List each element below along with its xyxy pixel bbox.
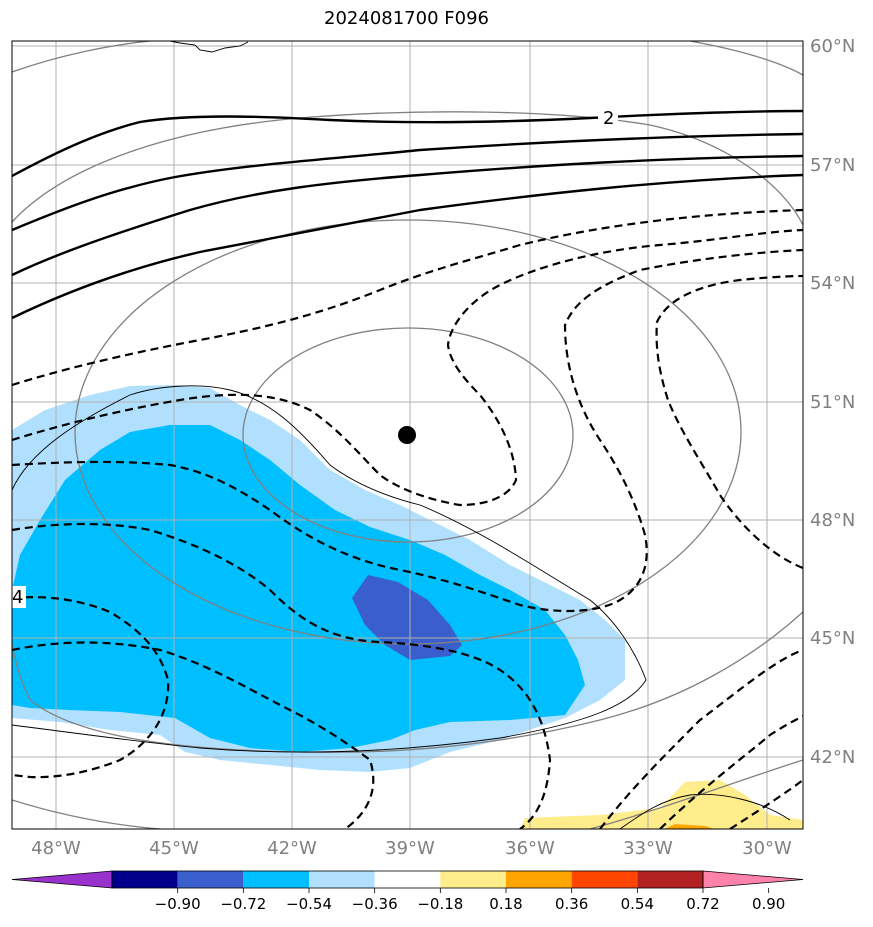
colorbar-tick-label: 0.36 <box>555 895 588 913</box>
colorbar-segment <box>506 871 572 888</box>
colorbar-tick-label: −0.18 <box>417 895 463 913</box>
colorbar-segment <box>440 871 506 888</box>
colorbar-segment <box>177 871 244 888</box>
contour-label-4: 4 <box>12 587 23 608</box>
lon-label: 39°W <box>385 838 435 859</box>
map-area: 2 4 <box>12 41 803 829</box>
colorbar-segment <box>309 871 375 888</box>
colorbar-tick-label: 0.54 <box>621 895 654 913</box>
longitude-labels: 48°W 45°W 42°W 39°W 36°W 33°W 30°W <box>31 838 792 859</box>
map-frame <box>11 40 804 830</box>
lat-label: 60°N <box>810 36 855 57</box>
lon-label: 33°W <box>623 838 673 859</box>
colorbar-tick-label: −0.54 <box>286 895 332 913</box>
shading-yellow <box>520 780 803 829</box>
shading-orange <box>665 824 715 829</box>
lat-label: 51°N <box>810 392 855 413</box>
lon-label: 30°W <box>742 838 792 859</box>
lat-label: 42°N <box>810 747 855 768</box>
colorbar-segment <box>571 871 638 888</box>
latitude-labels: 60°N 57°N 54°N 51°N 48°N 45°N 42°N <box>810 36 855 768</box>
low-center-dot <box>398 426 416 444</box>
lon-label: 42°W <box>267 838 317 859</box>
shading-medium-blue <box>352 575 462 660</box>
colorbar-tick-label: −0.36 <box>352 895 398 913</box>
colorbar-segment <box>374 871 441 888</box>
lat-label: 45°N <box>810 628 855 649</box>
colorbar-segment <box>112 871 178 888</box>
lat-label: 48°N <box>810 510 855 531</box>
lat-label: 54°N <box>810 273 855 294</box>
graticule <box>12 41 803 829</box>
colorbar-extend-high <box>702 870 804 889</box>
colorbar-tick-label: 0.90 <box>752 895 785 913</box>
island-outline <box>169 41 249 53</box>
colorbar-segment <box>637 871 703 888</box>
colorbar-tick-label: 0.18 <box>489 895 522 913</box>
colorbar-outline <box>111 870 704 889</box>
colorbar-tick-label: −0.72 <box>220 895 266 913</box>
lon-label: 48°W <box>31 838 81 859</box>
solid-contours <box>12 109 803 320</box>
shading-blue <box>12 425 585 752</box>
contour-label-2: 2 <box>603 108 614 129</box>
dashed-contours <box>12 208 803 829</box>
map-title: 2024081700 F096 <box>324 8 489 29</box>
lon-label: 45°W <box>149 838 199 859</box>
lon-label: 36°W <box>505 838 555 859</box>
colorbar-tick-label: 0.72 <box>686 895 719 913</box>
colorbar: −0.90 −0.72 −0.54 −0.36 −0.18 0.18 0.36 0.54 0.7… <box>11 870 804 913</box>
lat-label: 57°N <box>810 155 855 176</box>
colorbar-extend-low <box>11 870 113 889</box>
colorbar-tick-label: −0.90 <box>155 895 201 913</box>
coastline <box>12 385 647 753</box>
colorbar-segment <box>243 871 309 888</box>
